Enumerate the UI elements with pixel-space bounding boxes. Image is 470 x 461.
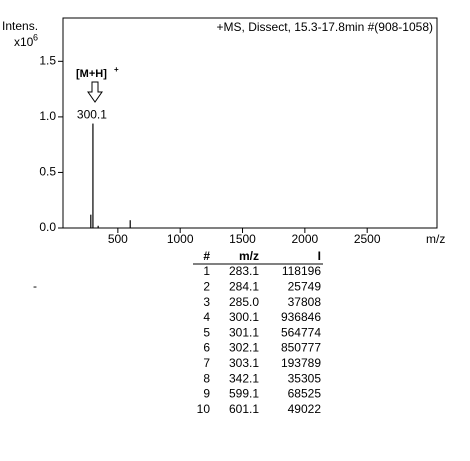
x-tick-label: 2500: [354, 232, 381, 246]
table-cell: 936846: [281, 310, 321, 324]
stray-mark: -: [33, 279, 37, 293]
y-tick-label: 1.0: [39, 109, 56, 123]
table-cell: 1: [203, 264, 210, 278]
y-scale-label: x10: [14, 35, 34, 49]
x-tick-label: 500: [108, 232, 128, 246]
x-tick-label: 1500: [229, 232, 256, 246]
table-cell: 49022: [288, 402, 322, 416]
table-cell: 68525: [288, 387, 322, 401]
annotation-superscript: +: [114, 65, 119, 74]
x-tick-label: 1000: [167, 232, 194, 246]
y-tick-label: 1.5: [39, 54, 56, 68]
plot-frame: [62, 17, 438, 229]
table-cell: 285.0: [229, 295, 259, 309]
table-cell: 5: [203, 325, 210, 339]
table-cell: 303.1: [229, 356, 259, 370]
table-header: #: [203, 249, 210, 263]
table-cell: 300.1: [229, 310, 259, 324]
x-tick-label: 2000: [292, 232, 319, 246]
table-cell: 302.1: [229, 341, 259, 355]
y-tick-label: 0.5: [39, 165, 56, 179]
table-cell: 9: [203, 387, 210, 401]
table-header: m/z: [239, 249, 259, 263]
table-cell: 2: [203, 279, 210, 293]
table-cell: 4: [203, 310, 210, 324]
table-cell: 37808: [288, 295, 322, 309]
table-cell: 599.1: [229, 387, 259, 401]
table-cell: 850777: [281, 341, 321, 355]
table-cell: 6: [203, 341, 210, 355]
table-cell: 564774: [281, 325, 321, 339]
y-axis-label: Intens.: [2, 19, 38, 33]
y-scale-exponent: 6: [33, 32, 38, 42]
table-cell: 601.1: [229, 402, 259, 416]
table-cell: 7: [203, 356, 210, 370]
table-cell: 284.1: [229, 279, 259, 293]
table-cell: 118196: [282, 264, 321, 278]
table-cell: 10: [197, 402, 211, 416]
table-cell: 283.1: [229, 264, 259, 278]
table-cell: 3: [203, 295, 210, 309]
arrow: [87, 81, 103, 103]
table-cell: 35305: [288, 371, 322, 385]
peak-label: 300.1: [77, 108, 107, 122]
chart-title: +MS, Dissect, 15.3-17.8min #(908-1058): [217, 20, 433, 34]
table-cell: 301.1: [229, 325, 259, 339]
table-header: I: [318, 249, 321, 263]
annotation: [M+H]: [76, 68, 107, 80]
y-tick-label: 0.0: [39, 220, 56, 234]
x-axis-label: m/z: [426, 232, 445, 246]
table-cell: 193789: [281, 356, 321, 370]
table-cell: 8: [203, 371, 210, 385]
table-cell: 342.1: [229, 371, 259, 385]
table-cell: 25749: [288, 279, 322, 293]
